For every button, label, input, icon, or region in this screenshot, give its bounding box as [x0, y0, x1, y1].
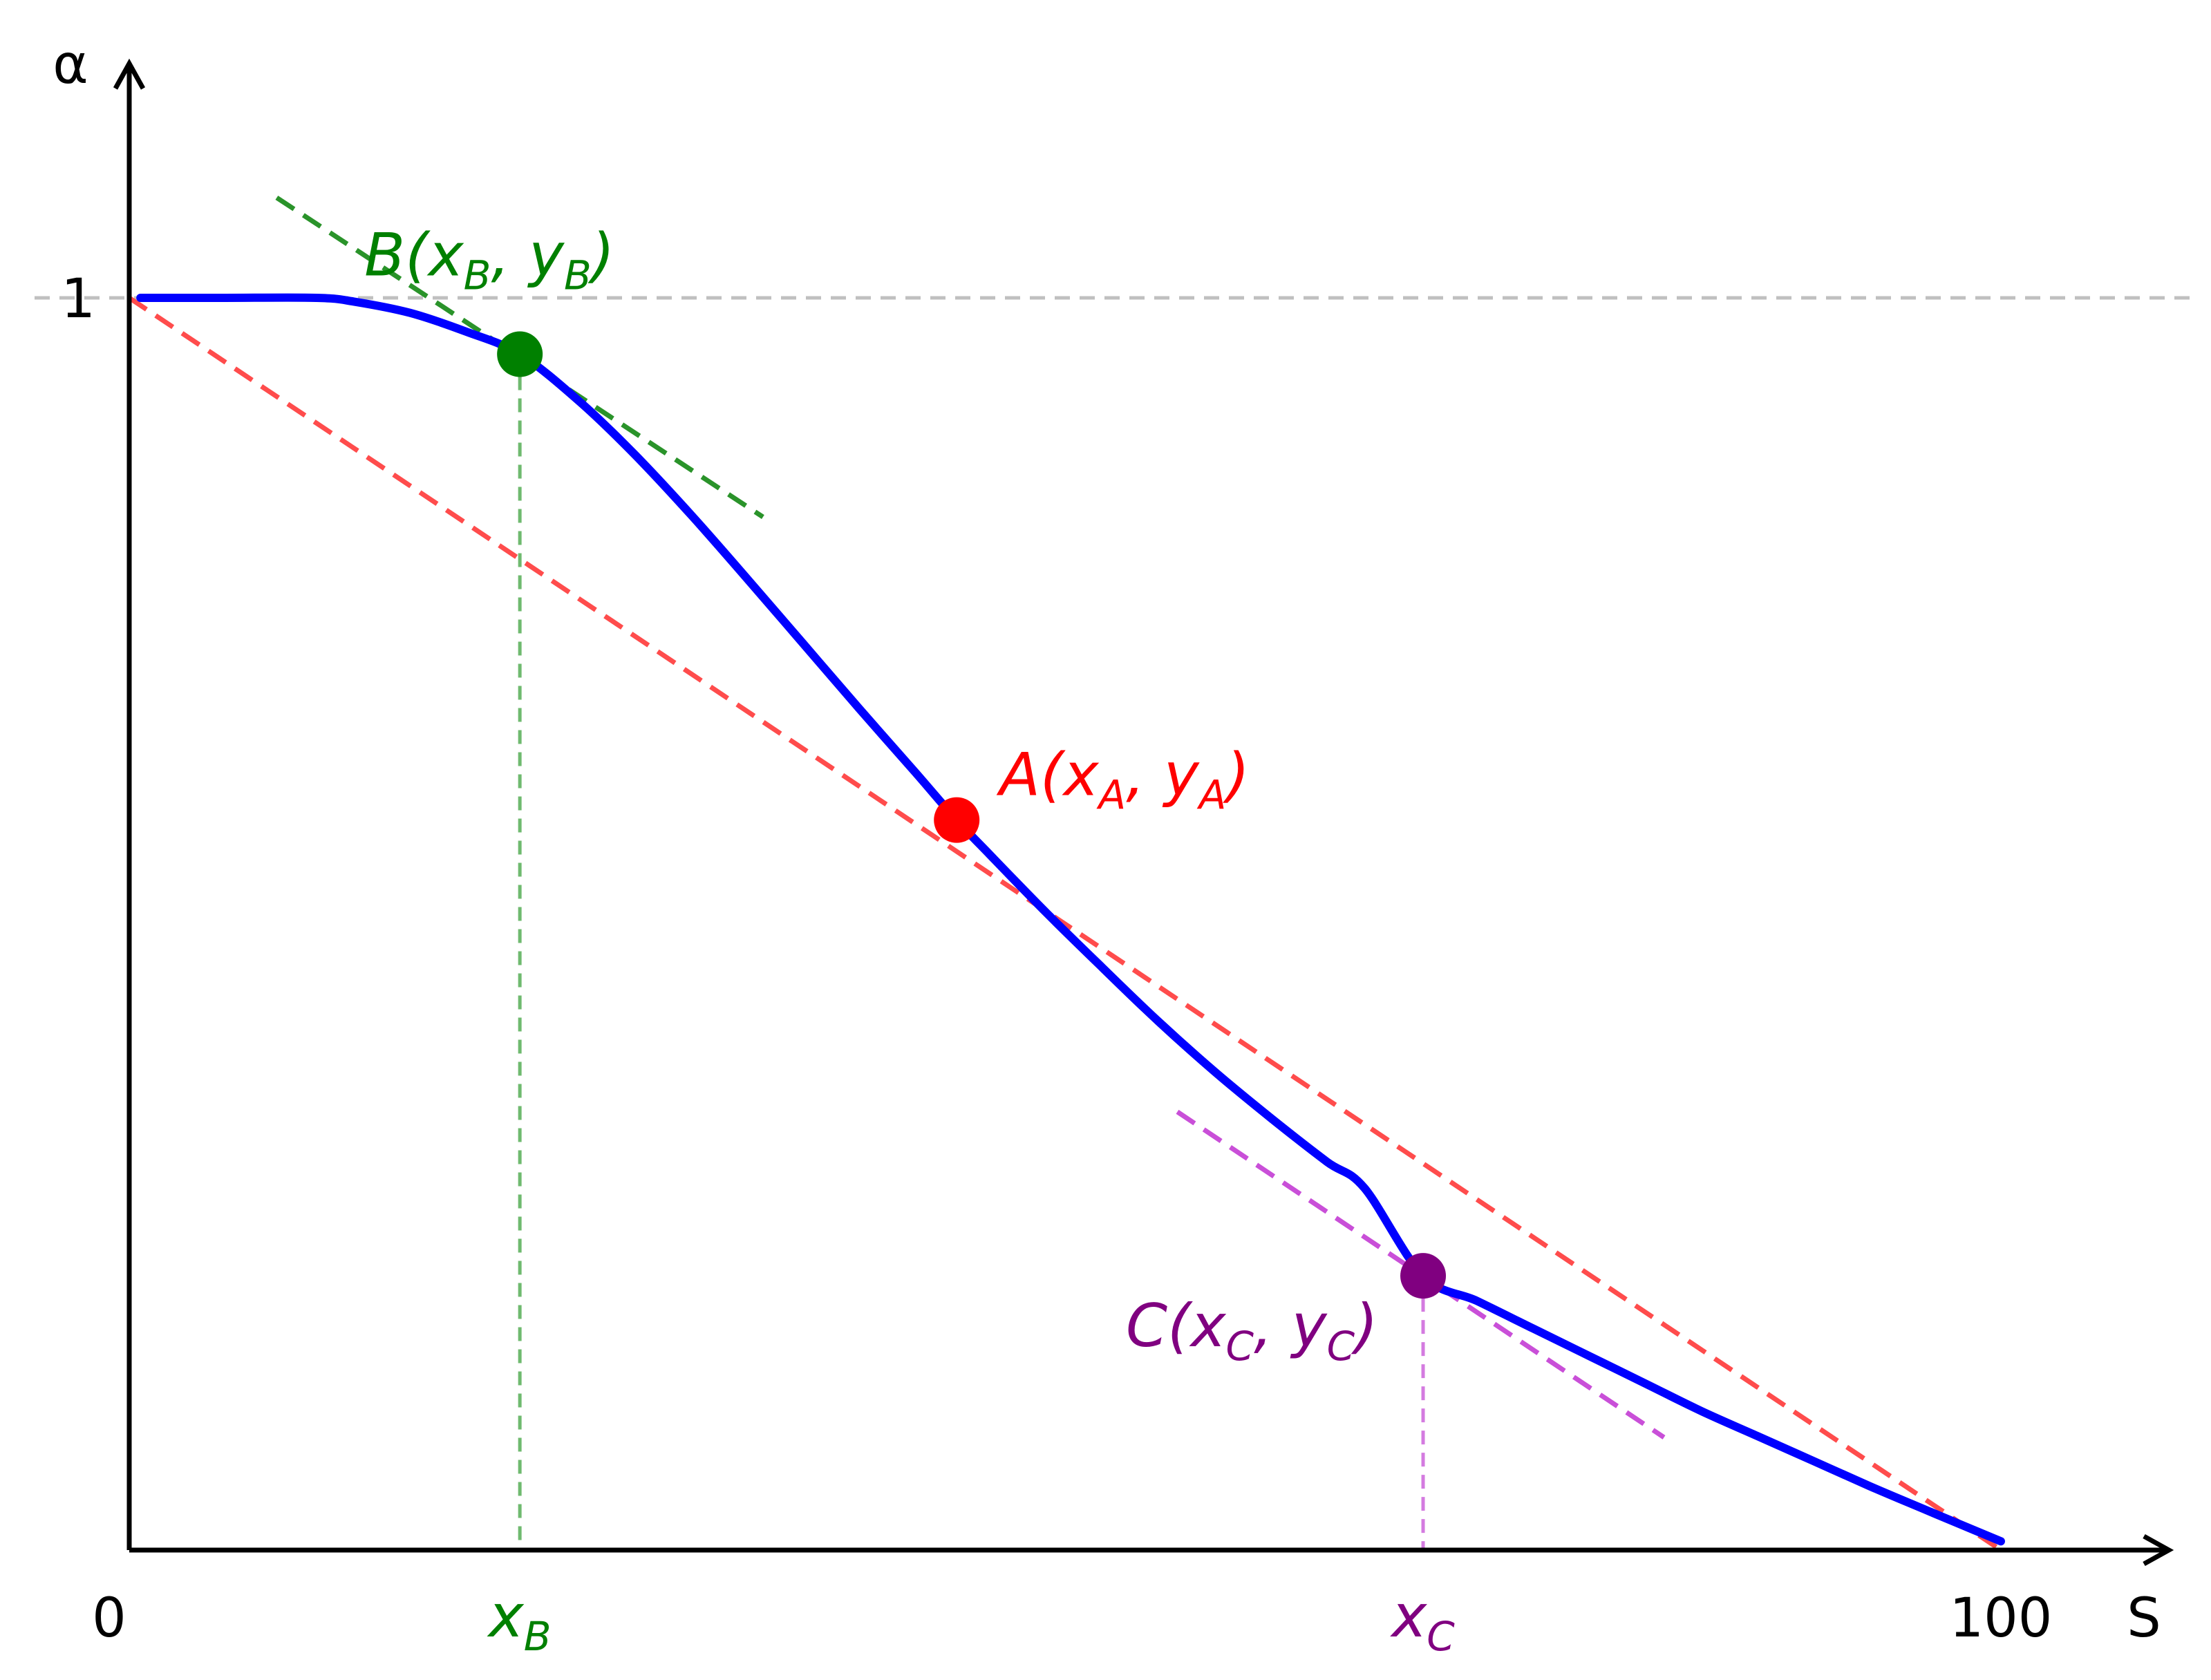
- x-mark-xC: xC: [1389, 1582, 1455, 1660]
- x-mark-xB: xB: [487, 1582, 552, 1660]
- y-tick-label: 1: [61, 268, 95, 330]
- secant-A-line: [128, 296, 2002, 1552]
- x-tick-label: 100: [1950, 1587, 2053, 1650]
- guide-lines-layer: [128, 196, 2002, 1552]
- point-C: [1400, 1253, 1447, 1299]
- x-marks: xB xC: [487, 1582, 1455, 1660]
- point-label-C: C(xC, yC): [1126, 1292, 1378, 1370]
- main-curve: [136, 293, 2005, 1546]
- tick-labels: 0 100 1: [61, 268, 2052, 1650]
- points-layer: [497, 331, 1447, 1299]
- point-A: [934, 797, 980, 843]
- x-axis-arrow: [2143, 1533, 2174, 1567]
- point-label-B: B(xB, yB): [364, 221, 614, 299]
- point-labels: A(xA, yA) B(xB, yB) C(xC, yC): [364, 221, 1378, 1370]
- x-axis-label: S: [2127, 1587, 2161, 1650]
- y-axis-label: α: [53, 34, 88, 96]
- point-B: [497, 331, 543, 377]
- y-axis-arrow: [113, 58, 146, 90]
- axes: [113, 58, 2174, 1567]
- curve-layer: [136, 293, 2005, 1546]
- point-label-A: A(xA, yA): [996, 741, 1250, 819]
- x-tick-label: 0: [92, 1587, 126, 1650]
